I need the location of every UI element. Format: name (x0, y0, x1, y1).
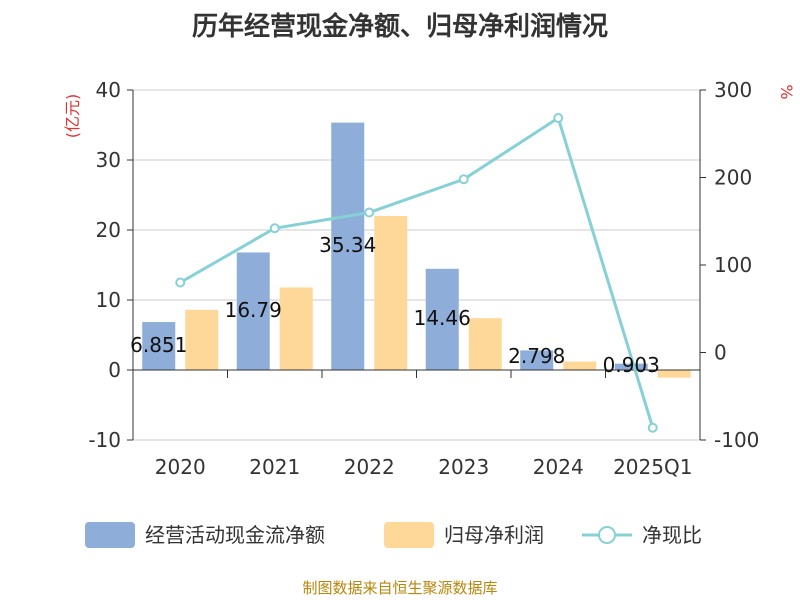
right-tick-label: 200 (714, 166, 752, 190)
category-label: 2022 (344, 455, 395, 479)
cashflow-bar (142, 322, 176, 370)
net-profit-bar (468, 318, 502, 370)
legend-label-net-cash-ratio: 净现比 (642, 523, 702, 547)
left-tick-label: 20 (96, 218, 121, 242)
cashflow-bar (520, 350, 554, 370)
net-cash-ratio-line (179, 115, 655, 429)
left-tick-label: 0 (108, 358, 121, 382)
left-tick-label: 40 (96, 78, 121, 102)
cashflow-bar (331, 122, 365, 371)
legend: 经营活动现金流净额 归母净利润 净现比 (85, 522, 702, 548)
legend-swatch-marker (598, 526, 616, 544)
category-label: 2023 (438, 455, 489, 479)
net-cash-ratio-point (458, 174, 469, 185)
net-cash-ratio-point (647, 422, 658, 433)
cashflow-data-label: 2.798 (508, 344, 565, 368)
right-tick-label: 100 (714, 253, 752, 277)
category-label: 2021 (249, 455, 300, 479)
net-cash-ratio-point (269, 223, 280, 234)
right-axis-unit: % (777, 84, 796, 99)
cashflow-bar (236, 252, 270, 370)
cashflow-data-label: 35.34 (319, 233, 376, 257)
data-labels: 6.851 16.79 35.34 14.46 2.798 0.903 (130, 233, 660, 377)
right-tick-label: -100 (714, 428, 759, 452)
net-profit-bar (374, 216, 408, 370)
bar-group (142, 122, 691, 378)
net-profit-bar (279, 287, 313, 370)
cashflow-data-label: 6.851 (130, 333, 187, 357)
legend-swatch-cashflow (85, 522, 135, 548)
legend-label-cashflow: 经营活动现金流净额 (145, 523, 325, 547)
cashflow-data-label: 14.46 (414, 306, 471, 330)
left-axis-unit: (亿元) (63, 94, 82, 139)
cashflow-bar (425, 268, 459, 370)
left-tick-label: 30 (96, 148, 121, 172)
cashflow-data-label: 16.79 (225, 298, 282, 322)
net-profit-bar (657, 370, 691, 378)
category-label: 2024 (533, 455, 584, 479)
left-tick-label: -10 (88, 428, 121, 452)
chart-title: 历年经营现金净额、归母净利润情况 (191, 12, 608, 42)
right-tick-label: 0 (714, 341, 727, 365)
net-profit-bar (185, 309, 219, 370)
grid-lines (133, 89, 700, 441)
legend-label-net-profit: 归母净利润 (444, 523, 544, 547)
category-label: 2025Q1 (613, 455, 692, 479)
data-source-note: 制图数据来自恒生聚源数据库 (302, 579, 498, 597)
net-cash-ratio-point (364, 207, 375, 218)
right-tick-label: 300 (714, 78, 752, 102)
net-profit-bar (563, 361, 597, 370)
legend-swatch-net-profit (384, 522, 434, 548)
cashflow-data-label: 0.903 (603, 353, 660, 377)
net-cash-ratio-point (175, 277, 186, 288)
cashflow-bar (614, 363, 648, 370)
left-tick-label: 10 (96, 288, 121, 312)
net-cash-ratio-point (553, 113, 564, 123)
category-label: 2020 (155, 455, 206, 479)
line-series (175, 113, 658, 433)
